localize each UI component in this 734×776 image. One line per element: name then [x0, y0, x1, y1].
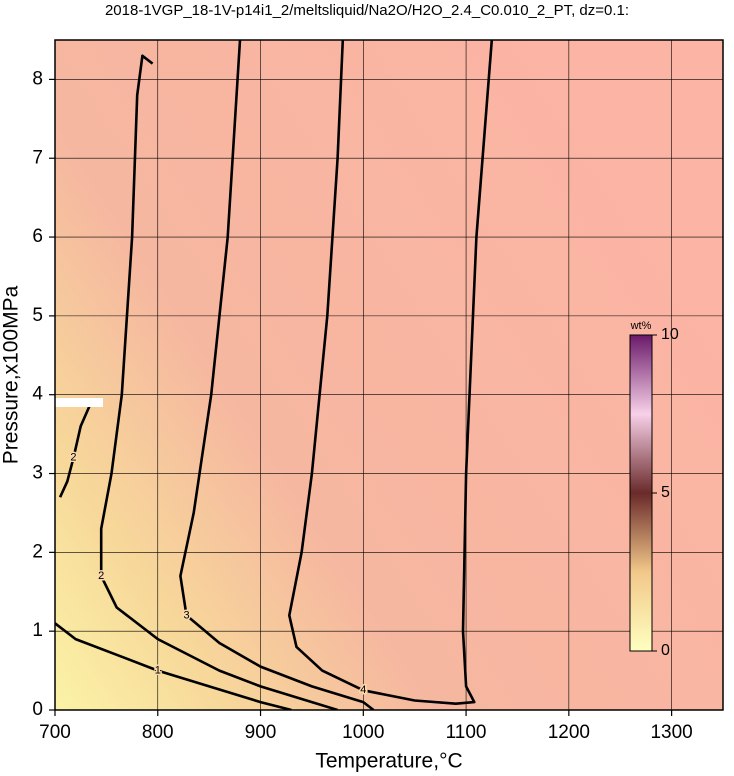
contour-label: 1 [155, 664, 161, 676]
contour-line [288, 40, 494, 705]
y-tick-label: 4 [32, 384, 43, 405]
x-tick-label: 1300 [650, 722, 692, 743]
y-tick-label: 6 [32, 226, 43, 247]
y-axis-label: Pressure,x100MPa [0, 285, 23, 464]
contour-line [179, 40, 375, 710]
y-tick-label: 5 [32, 305, 43, 326]
plot-frame [54, 39, 724, 711]
colorbar-tick-label: 5 [661, 484, 670, 501]
contour-line [99, 54, 338, 710]
x-tick-label: 700 [39, 722, 71, 743]
y-tick-label: 0 [32, 699, 43, 720]
contour-label: 2 [98, 570, 104, 582]
y-tick-label: 7 [32, 147, 43, 168]
contour-line [58, 402, 93, 498]
x-tick-label: 800 [142, 722, 174, 743]
x-tick-label: 900 [245, 722, 277, 743]
y-tick-label: 8 [32, 68, 43, 89]
contour-label: 3 [183, 609, 189, 621]
y-tick-label: 1 [32, 620, 43, 641]
x-tick-label: 1000 [342, 722, 384, 743]
x-tick-label: 1200 [548, 722, 590, 743]
contour-label: 4 [360, 684, 366, 696]
colorbar [629, 334, 653, 652]
x-axis-label: Temperature,°C [315, 750, 462, 773]
colorbar-tick-label: 10 [661, 326, 679, 343]
contour-line [55, 622, 292, 710]
contour-label: 2 [70, 452, 76, 464]
y-tick-label: 3 [32, 463, 43, 484]
plot-background [55, 40, 723, 710]
chart-title: 2018-1VGP_18-1V-p14i1_2/meltsliquid/Na2O… [105, 2, 629, 19]
colorbar-tick-label: 0 [661, 642, 670, 659]
colorbar-label: wt% [630, 320, 652, 332]
y-tick-label: 2 [32, 541, 43, 562]
white-marker [55, 398, 103, 407]
plot-area: 1 2 2 3 4 [55, 40, 723, 710]
x-tick-label: 1100 [446, 722, 487, 743]
